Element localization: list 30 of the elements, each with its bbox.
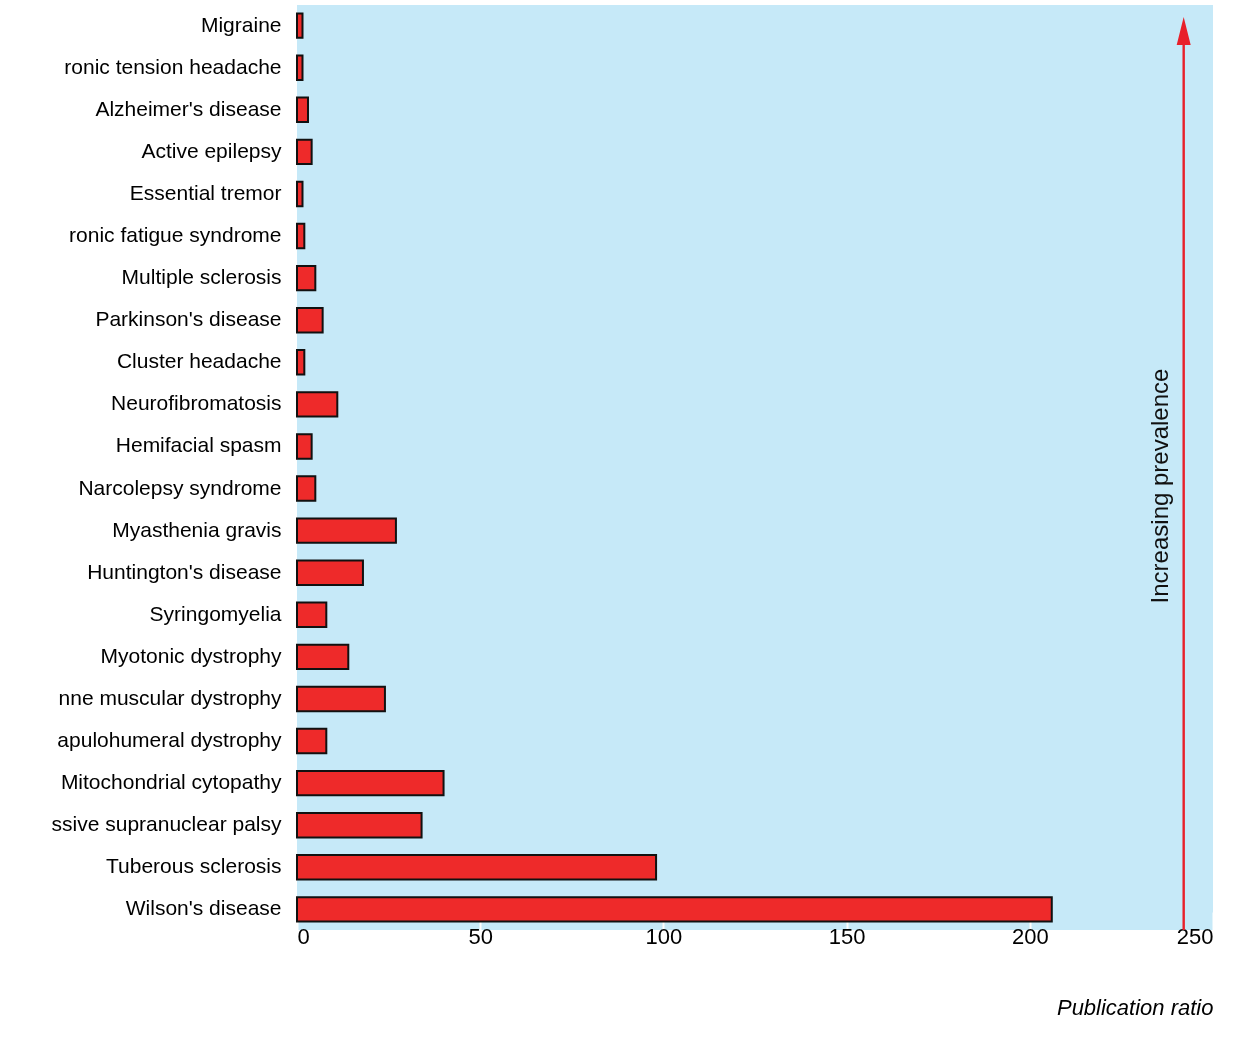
y-tick-label: Parkinson's disease — [95, 307, 282, 331]
annotation: Increasing prevalence — [1145, 368, 1173, 604]
y-tick-label: apulohumeral dystrophy — [57, 728, 282, 752]
y-tick-label: Myasthenia gravis — [112, 517, 282, 541]
y-tick-label: Myotonic dystrophy — [100, 643, 282, 667]
y-tick-label: Huntington's disease — [87, 559, 282, 583]
y-tick-label: Mitochondrial cytopathy — [60, 770, 282, 794]
y-tick-label: Cluster headache — [116, 349, 282, 373]
y-tick-label: Essential tremor — [129, 180, 282, 204]
y-tick-label: Hemifacial spasm — [115, 433, 282, 457]
y-tick-label: Alzheimer's disease — [95, 96, 282, 120]
y-tick-label: Migraine — [200, 12, 282, 36]
x-tick-label: 250 — [1176, 923, 1214, 949]
y-tick-label: Tuberous sclerosis — [106, 854, 282, 878]
y-tick-label: Active epilepsy — [141, 138, 282, 162]
y-tick-label: Neurofibromatosis — [111, 391, 282, 415]
x-tick-label: 200 — [1011, 923, 1049, 949]
y-tick-label: Wilson's disease — [125, 896, 282, 920]
x-axis-title: Publication ratio — [1056, 994, 1214, 1020]
y-tick-label: ssive supranuclear palsy — [51, 812, 282, 836]
x-tick-label: 100 — [645, 923, 683, 949]
y-tick-label: Multiple sclerosis — [121, 265, 282, 289]
x-tick-label: 150 — [828, 923, 866, 949]
y-tick-label: ronic fatigue syndrome — [69, 223, 282, 247]
x-tick-label: 50 — [468, 923, 493, 949]
y-tick-label: Narcolepsy syndrome — [78, 475, 282, 499]
y-tick-label: nne muscular dystrophy — [58, 685, 282, 709]
y-tick-label: Syringomyelia — [149, 601, 282, 625]
x-tick-label: 0 — [297, 923, 310, 949]
y-tick-label: ronic tension headache — [64, 54, 282, 78]
